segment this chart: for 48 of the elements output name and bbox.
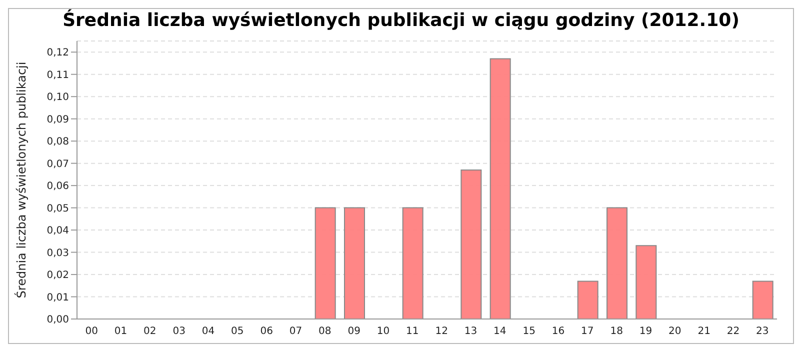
x-tick-label: 17 <box>581 326 594 338</box>
y-tick-label: 0,05 <box>46 203 69 214</box>
x-tick-label: 10 <box>376 326 390 338</box>
x-tick-label: 01 <box>114 326 128 338</box>
bar <box>606 207 628 319</box>
x-tick-label: 09 <box>348 326 360 338</box>
bar <box>490 58 511 319</box>
y-tick-label: 0,01 <box>46 292 69 304</box>
y-tick-label: 0,09 <box>46 114 69 126</box>
x-tick-label: 16 <box>552 326 565 338</box>
bar <box>752 280 774 319</box>
bar <box>460 169 482 319</box>
x-tick-label: 11 <box>406 326 419 338</box>
y-tick-label: 0,12 <box>46 48 69 59</box>
x-tick-label: 08 <box>318 326 332 338</box>
y-axis-title: Średnia liczba wyświetlonych publikacji <box>13 62 28 298</box>
bar <box>577 280 598 319</box>
x-tick-label: 06 <box>260 326 273 338</box>
y-tick-label: 0,02 <box>46 270 69 282</box>
y-tick-label: 0,04 <box>46 226 69 237</box>
x-tick-label: 07 <box>289 326 302 338</box>
y-tick-label: 0,07 <box>46 158 69 170</box>
x-tick-label: 14 <box>494 326 506 338</box>
x-tick-label: 13 <box>464 326 478 338</box>
x-tick-label: 22 <box>726 326 740 338</box>
y-tick-label: 0,06 <box>46 181 69 192</box>
x-tick-label: 12 <box>435 326 448 338</box>
y-tick-label: 0,08 <box>46 136 69 148</box>
x-tick-label: 02 <box>144 326 156 338</box>
bar <box>344 207 365 319</box>
bar <box>636 245 657 319</box>
y-tick-label: 0,00 <box>46 314 69 326</box>
x-tick-label: 19 <box>639 326 652 338</box>
x-tick-label: 23 <box>756 326 769 338</box>
y-tick-label: 0,11 <box>46 70 69 81</box>
bar <box>314 207 336 319</box>
x-tick-label: 04 <box>202 326 215 338</box>
x-tick-label: 18 <box>610 326 623 338</box>
x-tick-label: 03 <box>172 326 186 338</box>
x-tick-label: 20 <box>668 326 682 338</box>
x-tick-label: 05 <box>231 326 244 338</box>
bar <box>402 207 424 319</box>
x-tick-label: 00 <box>85 326 98 338</box>
x-tick-label: 15 <box>522 326 536 338</box>
y-tick-label: 0,10 <box>46 92 69 104</box>
x-tick-label: 21 <box>698 326 710 338</box>
chart-title: Średnia liczba wyświetlonych publikacji w ciągu godziny (2012.10) <box>62 9 740 33</box>
y-tick-label: 0,03 <box>46 248 69 259</box>
